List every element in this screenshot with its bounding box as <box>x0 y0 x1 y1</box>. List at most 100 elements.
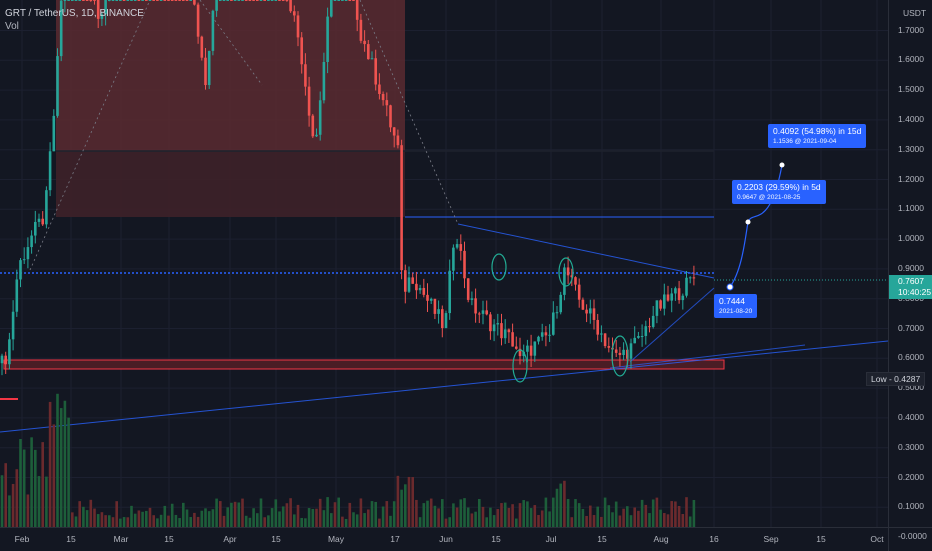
candle-up <box>189 0 192 1</box>
candle-down <box>248 0 252 1</box>
volume-bar-down <box>407 476 411 527</box>
volume-bar-down <box>167 515 170 527</box>
volume-bar-up <box>629 515 633 527</box>
volume-bar-up <box>337 497 340 527</box>
forecast-point <box>745 219 751 225</box>
candle-down <box>185 0 189 1</box>
candle-up <box>270 0 274 1</box>
forecast-start-callout[interactable]: 0.7444 2021-08-20 <box>714 294 758 318</box>
chart-area[interactable]: GRT / TetherUS, 1D, BINANCE Vol 0.7444 2… <box>0 0 889 538</box>
candle-up <box>100 14 104 19</box>
candle-up <box>111 0 115 1</box>
candle-up <box>655 300 659 316</box>
volume-bar-down <box>378 518 381 527</box>
volume-bar-down <box>670 501 673 527</box>
volume-bar-up <box>474 511 477 527</box>
volume-bar-down <box>537 515 540 527</box>
candle-up <box>522 351 525 357</box>
candle-down <box>363 40 366 45</box>
candle-up <box>215 0 218 11</box>
candle-up <box>341 0 344 1</box>
volume-bar-up <box>574 499 577 527</box>
forecast-start-price: 0.7444 <box>719 296 745 306</box>
candle-down <box>607 346 611 348</box>
candle-up <box>629 343 633 359</box>
volume-bar-down <box>470 513 474 527</box>
volume-bar-down <box>48 401 52 527</box>
candle-up <box>448 270 451 314</box>
candle-up <box>333 0 337 1</box>
volume-bar-down <box>111 517 115 527</box>
volume-bar-up <box>688 516 692 527</box>
volume-bar-up <box>170 503 174 527</box>
volume-bar-up <box>200 510 204 527</box>
price-chart[interactable] <box>0 0 889 538</box>
forecast-step2-callout[interactable]: 0.4092 (54.98%) in 15d 1.1536 @ 2021-09-… <box>768 124 867 148</box>
candle-down <box>230 0 233 1</box>
price-tick-label: 1.3000 <box>898 143 924 154</box>
candle-up <box>563 267 566 295</box>
axis-corner <box>888 527 932 551</box>
pattern-highlight-ellipse <box>558 257 574 287</box>
candle-up <box>537 336 540 342</box>
volume-bar-up <box>459 499 463 527</box>
price-tick-label: 1.4000 <box>898 113 924 124</box>
volume-bar-down <box>137 510 141 527</box>
candle-down <box>507 329 511 333</box>
volume-bar-down <box>115 501 118 527</box>
candle-up <box>589 308 592 314</box>
candle-up <box>337 0 340 1</box>
time-axis[interactable]: Feb 15 Mar 15 Apr 15 May 17 Jun 15 Jul 15 Aug 16 Sep 15… <box>0 527 888 551</box>
volume-bar-up <box>226 507 229 527</box>
candle-up <box>674 288 677 294</box>
candle-up <box>622 349 625 356</box>
price-axis[interactable]: USDT 1.7000 1.6000 1.5000 1.4000 1.3000 1.200… <box>888 0 932 541</box>
candle-down <box>666 294 670 301</box>
volume-bar-down <box>148 507 152 527</box>
volume-bar-down <box>496 509 500 527</box>
volume-bar-down <box>26 494 30 527</box>
candle-up <box>526 345 529 352</box>
candle-down <box>392 127 396 136</box>
volume-bar-down <box>511 504 514 527</box>
volume-bar-up <box>559 483 562 527</box>
candle-down <box>82 0 85 1</box>
candle-down <box>182 0 185 1</box>
low-tag-label: Low <box>871 374 887 384</box>
volume-bar-up <box>648 513 651 527</box>
candle-up <box>344 0 348 1</box>
volume-bar-down <box>644 504 648 527</box>
candle-down <box>348 0 352 1</box>
volume-bar-up <box>503 502 507 527</box>
candle-up <box>207 50 211 86</box>
forecast-step1-callout[interactable]: 0.2203 (29.59%) in 5d 0.9647 @ 2021-08-2… <box>732 180 826 204</box>
price-tick-label: -0.0000 <box>898 531 927 542</box>
candle-down <box>566 267 570 276</box>
volume-bar-up <box>130 505 133 527</box>
time-tick-label: 15 <box>597 534 607 544</box>
candle-down <box>178 0 181 1</box>
candle-down <box>422 287 426 295</box>
volume-bar-up <box>603 497 607 527</box>
trendline <box>0 340 889 433</box>
candle-down <box>93 0 96 1</box>
volume-bar-up <box>259 498 263 527</box>
candle-down <box>300 37 303 65</box>
candle-down <box>466 278 470 300</box>
candle-up <box>34 221 37 236</box>
volume-bar-up <box>159 514 163 527</box>
symbol-title[interactable]: GRT / TetherUS, 1D, BINANCE <box>5 8 144 19</box>
candle-up <box>45 190 48 225</box>
volume-bar-up <box>566 498 570 527</box>
candle-up <box>330 0 333 17</box>
volume-bar-down <box>78 501 81 527</box>
candle-down <box>404 270 407 292</box>
volume-bar-down <box>674 501 677 527</box>
volume-bar-up <box>381 506 385 527</box>
volume-bar-down <box>411 477 414 527</box>
volume-bar-up <box>433 505 437 527</box>
candle-down <box>400 145 403 271</box>
volume-indicator-label[interactable]: Vol <box>5 21 19 32</box>
volume-bar-up <box>178 518 181 527</box>
candle-down <box>692 277 696 279</box>
